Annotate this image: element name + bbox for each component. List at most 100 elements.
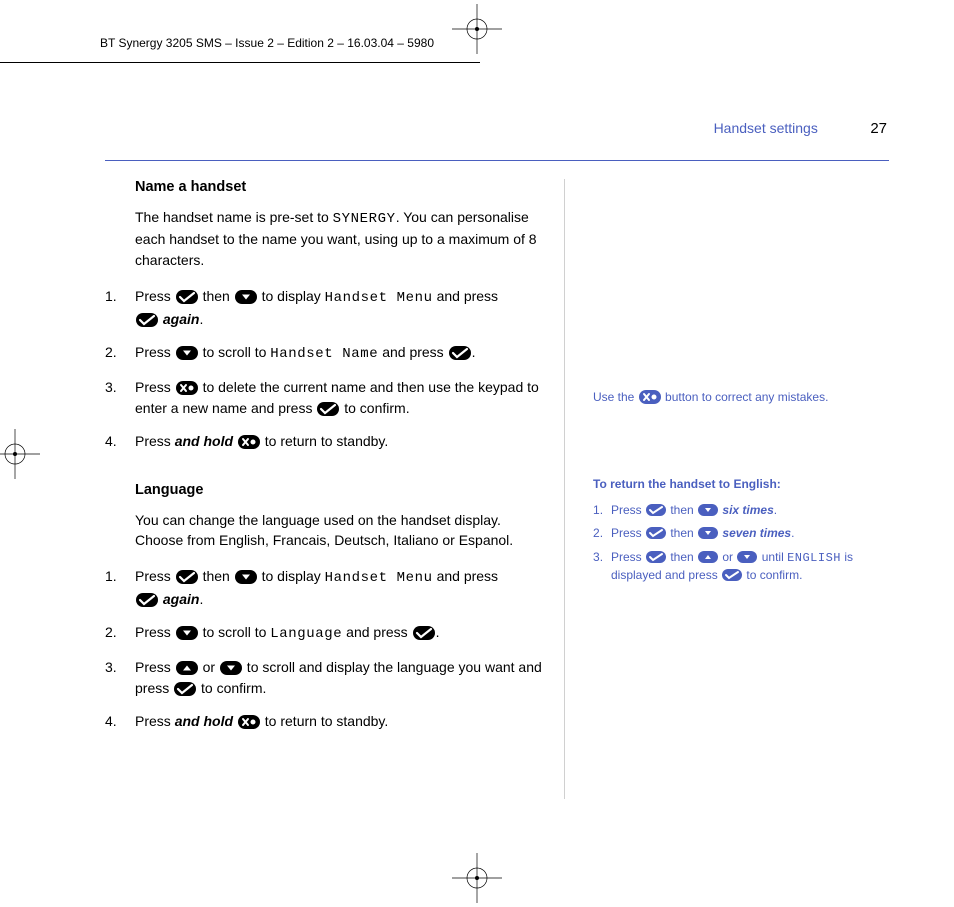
side-step: Press then or until ENGLISH is displayed…: [593, 549, 889, 585]
text: and press: [433, 288, 498, 304]
up-icon: [176, 661, 198, 675]
step: Press to scroll to Handset Name and pres…: [105, 342, 544, 365]
text: to return to standby.: [261, 713, 388, 729]
ok-icon: [646, 551, 666, 563]
emph: six times: [722, 503, 773, 517]
intro-name-handset: The handset name is pre-set to SYNERGY. …: [135, 207, 544, 270]
text: then: [199, 568, 234, 584]
text: to scroll to: [199, 344, 271, 360]
lcd-text: SYNERGY: [333, 211, 396, 227]
cancel-icon: [238, 715, 260, 729]
text: .: [472, 344, 476, 360]
text: Press: [135, 433, 175, 449]
ok-icon: [136, 313, 158, 327]
down-icon: [176, 346, 198, 360]
ok-icon: [174, 682, 196, 696]
lcd-text: Handset Menu: [325, 290, 433, 306]
step: Press and hold to return to standby.: [105, 431, 544, 452]
main-column: Name a handset The handset name is pre-s…: [105, 179, 565, 799]
text: to display: [258, 568, 325, 584]
ok-icon: [176, 290, 198, 304]
down-icon: [176, 626, 198, 640]
cancel-icon: [176, 381, 198, 395]
crop-mark-top: [452, 4, 502, 54]
ok-icon: [413, 626, 435, 640]
text: Press: [135, 624, 175, 640]
step: Press to delete the current name and the…: [105, 377, 544, 419]
text: until: [758, 550, 787, 564]
step: Press then to display Handset Menu and p…: [105, 566, 544, 610]
header-rule-blue: [105, 160, 889, 161]
section-title: Handset settings: [714, 120, 818, 136]
text: to confirm.: [340, 400, 409, 416]
text: button to correct any mistakes.: [662, 390, 829, 404]
down-icon: [698, 504, 718, 516]
cancel-icon: [238, 435, 260, 449]
text: then: [667, 503, 697, 517]
lcd-text: Language: [270, 626, 342, 642]
text: Press: [135, 659, 175, 675]
text: Press: [135, 568, 175, 584]
ok-icon: [176, 570, 198, 584]
text: .: [774, 503, 777, 517]
side-title: To return the handset to English:: [593, 476, 889, 493]
step: Press or to scroll and display the langu…: [105, 657, 544, 699]
down-icon: [220, 661, 242, 675]
down-icon: [698, 527, 718, 539]
step: Press and hold to return to standby.: [105, 711, 544, 732]
text: to confirm.: [743, 568, 802, 582]
emph: and hold: [175, 433, 233, 449]
text: then: [667, 550, 697, 564]
text: Press: [135, 379, 175, 395]
text: then: [667, 526, 697, 540]
side-step: Press then seven times.: [593, 525, 889, 542]
text: to scroll to: [199, 624, 271, 640]
heading-language: Language: [135, 482, 544, 498]
ok-icon: [449, 346, 471, 360]
side-note: Use the button to correct any mistakes.: [593, 389, 889, 406]
step: Press then to display Handset Menu and p…: [105, 286, 544, 330]
ok-icon: [722, 569, 742, 581]
step: Press to scroll to Language and press .: [105, 622, 544, 645]
lcd-text: Handset Menu: [325, 570, 433, 586]
text: Press: [135, 713, 175, 729]
text: Press: [611, 503, 645, 517]
ok-icon: [646, 504, 666, 516]
emph: again: [163, 591, 200, 607]
text: or: [199, 659, 219, 675]
text: The handset name is pre-set to: [135, 209, 333, 225]
down-icon: [737, 551, 757, 563]
text: Press: [135, 288, 175, 304]
text: or: [719, 550, 736, 564]
page-body: Handset settings 27 Name a handset The h…: [105, 120, 889, 867]
doc-header: BT Synergy 3205 SMS – Issue 2 – Edition …: [100, 36, 434, 50]
crop-mark-left: [0, 429, 40, 479]
side-step: Press then six times.: [593, 502, 889, 519]
emph: and hold: [175, 713, 233, 729]
lcd-text: Handset Name: [270, 346, 378, 362]
text: .: [199, 591, 203, 607]
text: to return to standby.: [261, 433, 388, 449]
text: and press: [378, 344, 447, 360]
page-number: 27: [870, 120, 887, 137]
emph: seven times: [722, 526, 791, 540]
page-header: Handset settings 27: [105, 120, 889, 138]
down-icon: [235, 570, 257, 584]
text: to display: [258, 288, 325, 304]
text: then: [199, 288, 234, 304]
side-column: Use the button to correct any mistakes. …: [565, 179, 889, 799]
intro-language: You can change the language used on the …: [135, 510, 544, 551]
lcd-text: ENGLISH: [787, 551, 841, 565]
text: Press: [135, 344, 175, 360]
cancel-icon: [639, 390, 661, 404]
emph: again: [163, 311, 200, 327]
text: to confirm.: [197, 680, 266, 696]
heading-name-handset: Name a handset: [135, 179, 544, 195]
text: .: [791, 526, 794, 540]
text: Press: [611, 550, 645, 564]
text: and press: [342, 624, 411, 640]
up-icon: [698, 551, 718, 563]
header-rule: [0, 62, 480, 63]
ok-icon: [646, 527, 666, 539]
text: .: [199, 311, 203, 327]
